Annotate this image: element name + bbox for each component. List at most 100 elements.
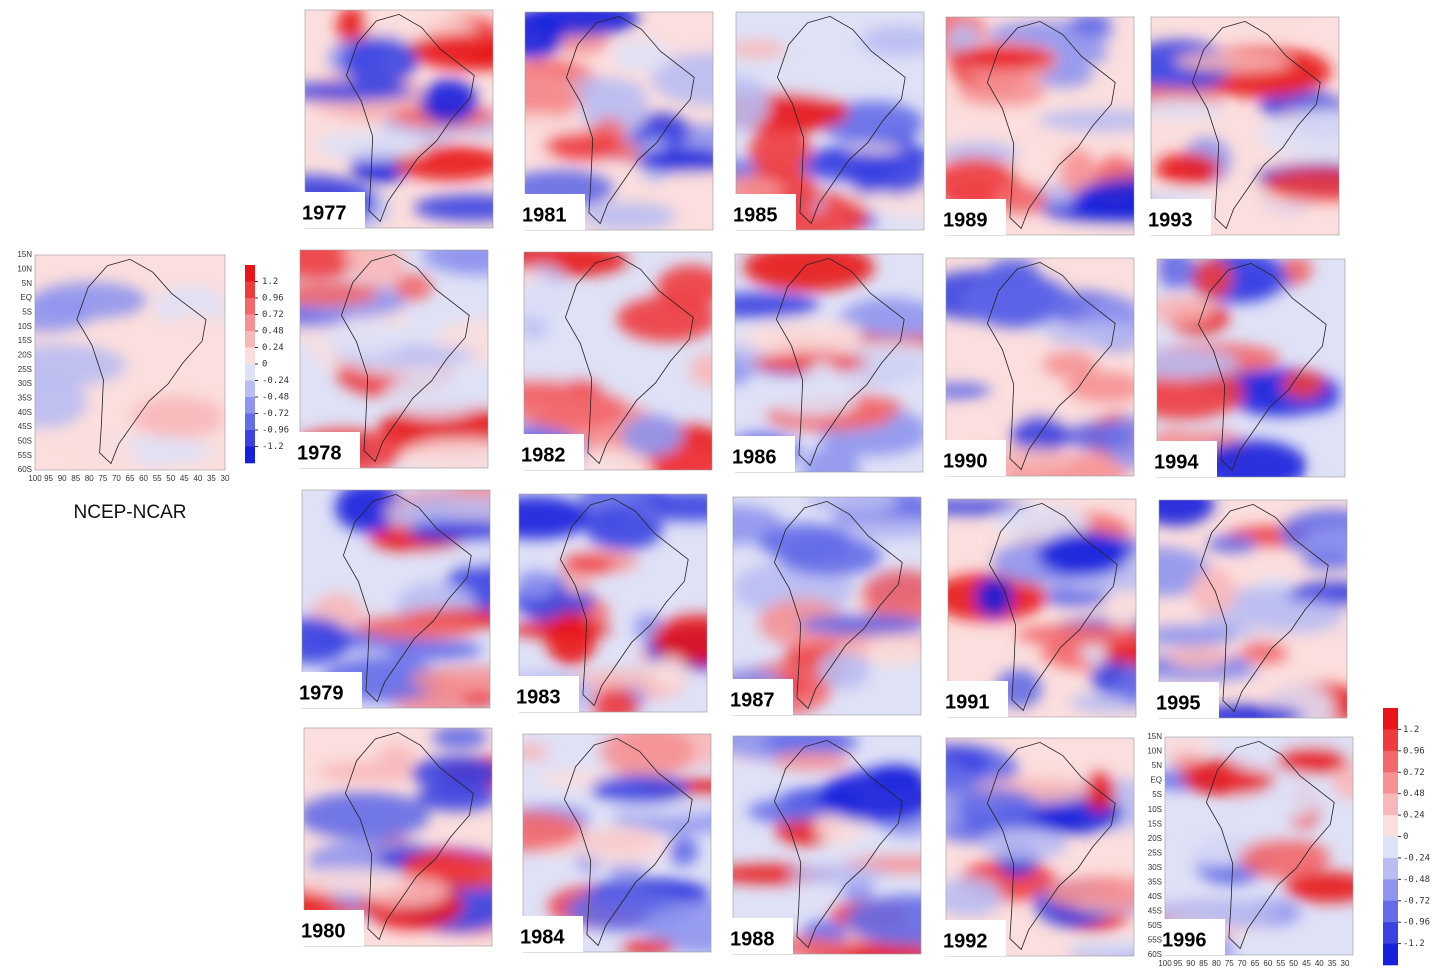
lat-tick-label: 30S xyxy=(1148,863,1162,872)
lon-tick-label: 35 xyxy=(207,474,216,483)
anomaly-blob xyxy=(1258,109,1398,160)
lat-tick-label: 10N xyxy=(17,264,32,273)
colorbar-label: 0.24 xyxy=(262,343,284,353)
anomaly-blob xyxy=(652,656,688,689)
anomaly-blob xyxy=(957,789,1039,826)
year-label: 1992 xyxy=(943,930,988,952)
lat-tick-label: 55S xyxy=(18,451,32,460)
colorbar-segment xyxy=(245,348,255,365)
colorbar-segment xyxy=(245,447,255,464)
lon-tick-label: 65 xyxy=(126,474,135,483)
map-panel xyxy=(1090,0,1398,243)
colorbar-label: 0.48 xyxy=(1403,789,1425,799)
anomaly-blob xyxy=(272,281,378,307)
anomaly-blob xyxy=(1302,527,1386,555)
anomaly-blob xyxy=(432,725,488,749)
anomaly-blob xyxy=(378,745,415,764)
year-label: 1985 xyxy=(733,204,778,226)
lat-tick-label: 60S xyxy=(1148,950,1162,959)
lat-tick-label: 35S xyxy=(1148,877,1162,886)
colorbar-segment xyxy=(245,414,255,431)
anomaly-blob xyxy=(298,792,430,839)
lat-tick-label: EQ xyxy=(1150,776,1162,785)
colorbar-segment xyxy=(1383,794,1398,816)
anomaly-blob xyxy=(771,387,858,416)
colorbar-segment xyxy=(1383,858,1398,880)
year-label: 1978 xyxy=(297,442,342,464)
anomaly-blob xyxy=(508,621,612,638)
lat-tick-label: 50S xyxy=(1148,921,1162,930)
colorbar-segment xyxy=(1383,837,1398,859)
colorbar-label: 0.24 xyxy=(1403,811,1425,821)
lat-tick-label: 60S xyxy=(18,465,32,474)
lon-tick-label: 100 xyxy=(1158,959,1172,968)
colorbar-segment xyxy=(245,430,255,447)
map-panel xyxy=(475,0,766,231)
lon-tick-label: 95 xyxy=(1173,959,1182,968)
year-label: 1981 xyxy=(522,204,567,226)
year-label: 1983 xyxy=(516,686,561,708)
anomaly-blob xyxy=(799,614,928,636)
anomaly-blob xyxy=(479,496,591,539)
anomaly-blob xyxy=(1259,4,1310,34)
map-panel xyxy=(248,6,543,235)
lon-tick-label: 85 xyxy=(1199,959,1208,968)
anomaly-blob xyxy=(699,292,819,318)
lon-tick-label: 70 xyxy=(1238,959,1247,968)
year-label: 1991 xyxy=(945,691,990,713)
anomaly-blob xyxy=(410,756,503,790)
anomaly-blob xyxy=(1038,109,1164,131)
colorbar-label: 1.2 xyxy=(1403,725,1419,735)
anomaly-blob xyxy=(801,152,907,181)
anomaly-blob xyxy=(274,617,350,664)
anomaly-blob xyxy=(405,32,544,70)
colorbar-segment xyxy=(1383,901,1398,923)
anomaly-blob xyxy=(1285,872,1372,903)
anomaly-blob xyxy=(778,536,881,576)
year-label: 1986 xyxy=(732,446,777,468)
lat-tick-label: 15N xyxy=(17,250,32,259)
colorbar-label: -0.96 xyxy=(1403,918,1430,928)
lat-tick-label: 15S xyxy=(1148,819,1162,828)
anomaly-blob xyxy=(315,131,428,160)
year-label: 1990 xyxy=(943,450,988,472)
lon-tick-label: 45 xyxy=(1302,959,1311,968)
lat-tick-label: 45S xyxy=(18,422,32,431)
colorbar-segment xyxy=(1383,772,1398,794)
map-panel xyxy=(240,725,542,946)
anomaly-blob xyxy=(132,396,224,438)
anomaly-blob xyxy=(1155,153,1220,186)
lat-tick-label: 35S xyxy=(18,393,32,402)
lat-tick-label: 25S xyxy=(18,365,32,374)
anomaly-blob xyxy=(1121,349,1238,379)
colorbar-segment xyxy=(245,381,255,398)
anomaly-blob xyxy=(1038,532,1129,577)
colorbar-label: 0.96 xyxy=(262,294,284,304)
year-label: 1988 xyxy=(730,928,775,950)
anomaly-blob xyxy=(789,865,887,884)
colorbar-segment xyxy=(1383,729,1398,751)
anomaly-blob xyxy=(1263,167,1374,202)
lon-tick-label: 50 xyxy=(166,474,175,483)
anomaly-blob xyxy=(358,615,480,640)
anomaly-blob xyxy=(499,72,578,113)
anomaly-blob xyxy=(928,760,966,788)
lat-tick-label: 15N xyxy=(1147,732,1162,741)
anomaly-blob xyxy=(729,40,786,58)
anomaly-blob xyxy=(1138,483,1215,526)
lon-tick-label: 75 xyxy=(1225,959,1234,968)
anomaly-blob xyxy=(935,877,1002,917)
lat-tick-label: 40S xyxy=(1148,892,1162,901)
lon-tick-label: 85 xyxy=(71,474,80,483)
anomaly-blob xyxy=(1297,287,1343,336)
colorbar-segment xyxy=(245,397,255,414)
anomaly-blob xyxy=(1166,646,1231,669)
colorbar-label: 0 xyxy=(1403,832,1408,842)
anomaly-blob xyxy=(622,414,683,457)
figure: NCEP-NCAR 15N10N5NEQ5S10S15S20S25S30S35S… xyxy=(0,0,1443,973)
colorbar-label: 0.72 xyxy=(1403,768,1425,778)
anomaly-blob xyxy=(342,36,418,87)
lat-tick-label: 10N xyxy=(1147,747,1162,756)
colorbar-segment xyxy=(1383,922,1398,944)
anomaly-blob xyxy=(1045,323,1143,346)
